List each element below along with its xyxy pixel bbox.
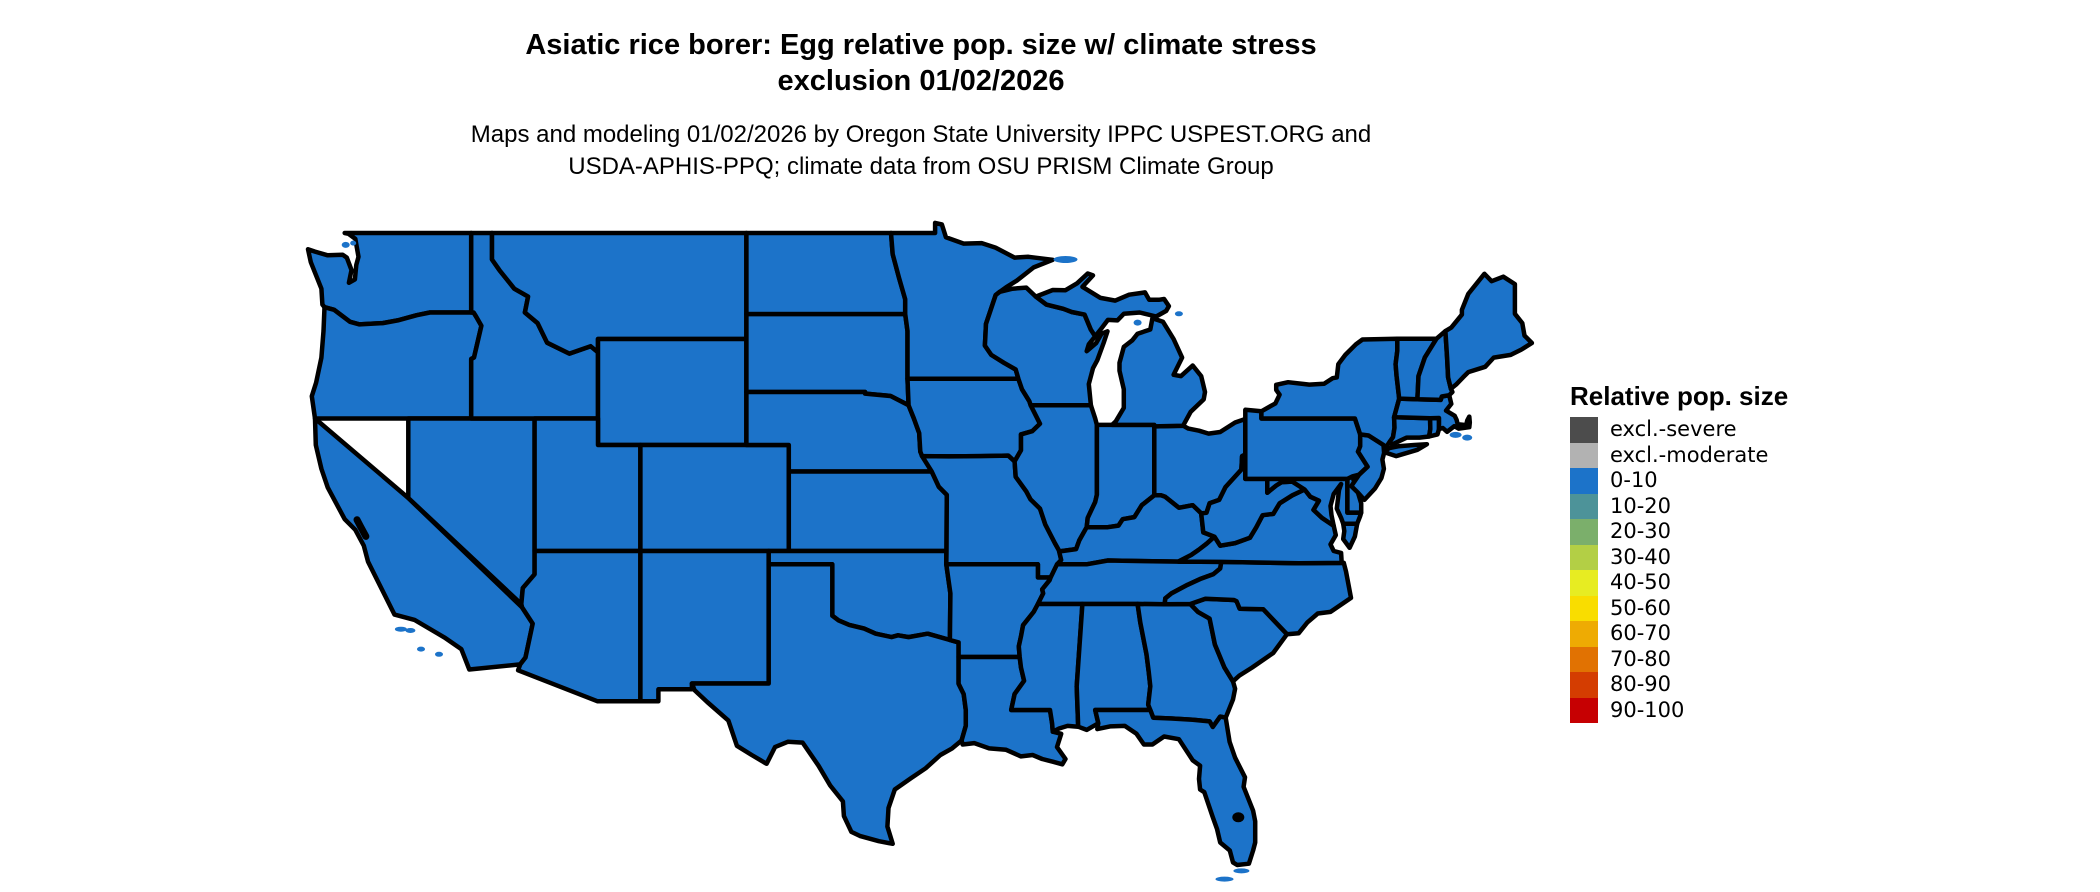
legend-item-70-80: 70-80 [1570, 646, 1788, 672]
state-nd [744, 230, 908, 317]
legend-swatch [1570, 417, 1598, 443]
island-9 [1449, 431, 1462, 438]
legend-label: 10-20 [1610, 493, 1672, 518]
legend-swatch [1570, 621, 1598, 647]
legend-item-40-50: 40-50 [1570, 570, 1788, 596]
legend-label: 70-80 [1610, 646, 1672, 671]
state-long_island [1382, 441, 1430, 459]
state-va_es [1340, 521, 1360, 551]
legend-label: 80-90 [1610, 672, 1672, 696]
state-wy [595, 336, 749, 448]
legend-label: 20-30 [1610, 519, 1672, 543]
legend-label: 0-10 [1610, 468, 1658, 492]
state-nc [1162, 559, 1354, 637]
legend-label: 50-60 [1610, 595, 1672, 620]
legend-rows: excl.-severe excl.-moderate 0-10 10-20 20-30… [1570, 417, 1788, 723]
legend-label: excl.-moderate [1610, 442, 1769, 467]
legend-item-20-30: 20-30 [1570, 519, 1788, 545]
state-fl [1092, 707, 1258, 868]
page-subtitle-line2: USDA-APHIS-PPQ; climate data from OSU PR… [568, 153, 1274, 180]
legend-swatch [1570, 570, 1598, 596]
legend-label: excl.-severe [1610, 417, 1737, 441]
legend-swatch [1570, 442, 1598, 468]
island-2 [394, 626, 407, 632]
legend-item-90-100: 90-100 [1570, 697, 1788, 723]
legend-item-10-20: 10-20 [1570, 493, 1788, 519]
island-5 [435, 651, 443, 657]
island-1 [350, 240, 357, 246]
lake-okeechobee [1232, 812, 1245, 823]
legend-item-excl.-severe: excl.-severe [1570, 417, 1788, 443]
legend-swatch [1570, 646, 1598, 672]
legend-swatch [1570, 468, 1598, 494]
state-nm [638, 548, 771, 704]
state-or [309, 304, 484, 421]
state-me [1443, 271, 1535, 392]
legend-label: 30-40 [1610, 544, 1672, 569]
legend-item-50-60: 50-60 [1570, 595, 1788, 621]
legend-item-excl.-moderate: excl.-moderate [1570, 442, 1788, 468]
island-10 [1462, 434, 1473, 441]
island-7 [1133, 319, 1142, 326]
legend-swatch [1570, 544, 1598, 570]
legend-item-80-90: 80-90 [1570, 672, 1788, 698]
legend-label: 60-70 [1610, 621, 1672, 645]
island-8 [1174, 311, 1183, 317]
state-ks [786, 469, 950, 554]
page-subtitle: Maps and modeling 01/02/2026 by Oregon S… [0, 119, 1842, 183]
page-title: Asiatic rice borer: Egg relative pop. si… [0, 27, 1842, 99]
state-mi_up [1033, 271, 1172, 339]
legend-swatch [1570, 697, 1598, 723]
island-0 [341, 241, 350, 248]
legend-swatch [1570, 672, 1598, 698]
page-title-line1: Asiatic rice borer: Egg relative pop. si… [525, 29, 1317, 61]
legend-swatch [1570, 595, 1598, 621]
legend-item-60-70: 60-70 [1570, 621, 1788, 647]
legend-swatch [1570, 519, 1598, 545]
legend-label: 40-50 [1610, 570, 1672, 594]
legend-label: 90-100 [1610, 697, 1685, 722]
san-francisco-bay [353, 516, 370, 540]
legend: Relative pop. size excl.-severe excl.-mod… [1570, 381, 1788, 723]
island-11 [1233, 868, 1250, 874]
state-co [638, 442, 792, 554]
island-3 [405, 628, 416, 633]
state-mi_lp [1109, 316, 1208, 429]
state-md [1265, 476, 1364, 529]
state-nj [1349, 432, 1387, 503]
state-az [515, 548, 643, 704]
legend-swatch [1570, 493, 1598, 519]
island-12 [1215, 876, 1234, 882]
island-4 [417, 646, 425, 652]
state-ct [1387, 414, 1433, 447]
legend-title: Relative pop. size [1570, 381, 1789, 411]
legend-item-30-40: 30-40 [1570, 544, 1788, 570]
page-title-line2: exclusion 01/02/2026 [777, 65, 1065, 97]
page-subtitle-line1: Maps and modeling 01/02/2026 by Oregon S… [470, 121, 1372, 148]
island-6 [1053, 256, 1078, 263]
legend-item-0-10: 0-10 [1570, 468, 1788, 494]
state-tx [689, 562, 969, 847]
